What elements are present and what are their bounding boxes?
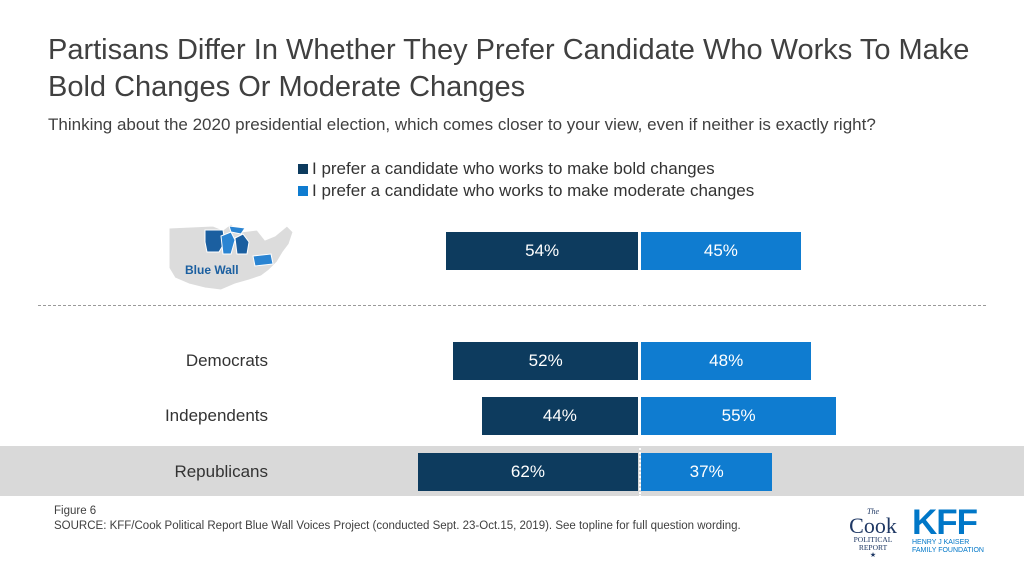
legend-swatch-bold: [298, 164, 308, 174]
data-label-moderate-blue-wall: 45%: [703, 241, 738, 260]
legend-item-moderate: I prefer a candidate who works to make m…: [298, 180, 754, 202]
bar-moderate-independents: 55%: [641, 397, 837, 435]
legend: I prefer a candidate who works to make b…: [298, 158, 754, 202]
bar-moderate-blue-wall: 45%: [641, 232, 801, 270]
figure-number: Figure 6: [54, 505, 97, 517]
bar-bold-independents: 44%: [481, 397, 638, 435]
data-label-bold-republicans: 62%: [510, 462, 545, 481]
source-note: SOURCE: KFF/Cook Political Report Blue W…: [54, 520, 741, 532]
legend-swatch-moderate: [298, 186, 308, 196]
data-label-moderate-republicans: 37%: [689, 462, 724, 481]
row-label-republicans: Republicans: [174, 462, 268, 481]
row-label-independents: Independents: [164, 406, 268, 425]
cook-logo-sub2: REPORT: [858, 543, 888, 552]
data-label-moderate-democrats: 48%: [709, 351, 744, 370]
chart-subtitle: Thinking about the 2020 presidential ele…: [48, 115, 876, 134]
blue-wall-map-icon: Blue Wall: [168, 223, 294, 291]
data-label-bold-blue-wall: 54%: [525, 241, 560, 260]
section-divider: [38, 305, 986, 306]
chart-title: Partisans Differ In Whether They Prefer …: [48, 34, 970, 103]
star-icon: ★: [869, 552, 877, 559]
data-label-bold-independents: 44%: [542, 406, 577, 425]
kff-logo-sub: HENRY J KAISER FAMILY FOUNDATION: [912, 539, 984, 554]
cook-logo-sub1: POLITICAL: [853, 535, 893, 544]
map-label: Blue Wall: [185, 263, 239, 277]
kff-logo: KFF HENRY J KAISER FAMILY FOUNDATION: [912, 503, 984, 555]
data-label-moderate-independents: 55%: [721, 406, 756, 425]
data-label-bold-democrats: 52%: [528, 351, 563, 370]
row-label-democrats: Democrats: [185, 351, 268, 370]
bar-bold-blue-wall: 54%: [446, 232, 638, 270]
bar-moderate-republicans: 37%: [641, 453, 773, 491]
cook-political-report-logo: The Cook POLITICAL REPORT ★: [842, 508, 904, 560]
kff-logo-name: KFF: [912, 503, 978, 542]
bar-bold-democrats: 52%: [453, 342, 638, 380]
legend-label-bold: I prefer a candidate who works to make b…: [312, 159, 715, 178]
bar-bold-republicans: 62%: [417, 453, 638, 491]
center-axis-line: [639, 225, 641, 497]
legend-label-moderate: I prefer a candidate who works to make m…: [312, 181, 755, 200]
bar-moderate-democrats: 48%: [641, 342, 812, 380]
cook-logo-name: Cook: [849, 513, 897, 538]
cook-logo-the: The: [867, 507, 879, 516]
legend-item-bold: I prefer a candidate who works to make b…: [298, 158, 754, 180]
